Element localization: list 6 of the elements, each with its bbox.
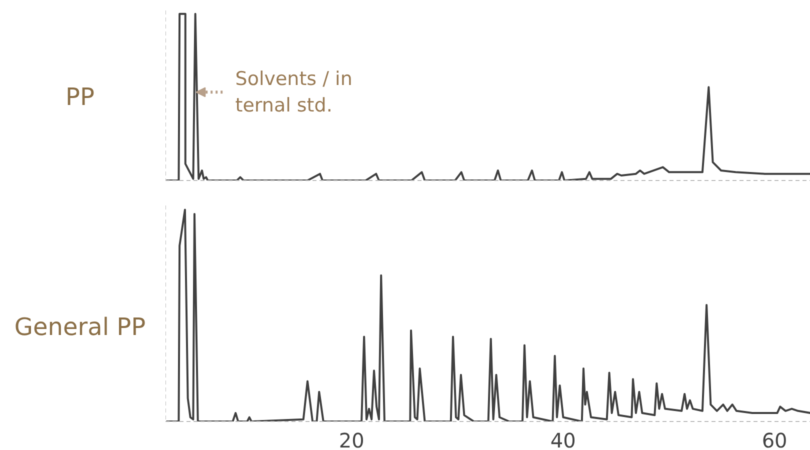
- x-tick-label: 20: [338, 428, 364, 450]
- annotation: Solvents / in ternal std.: [235, 68, 352, 116]
- x-tick-label: 60: [762, 428, 788, 450]
- text: PP: [66, 82, 94, 114]
- series-label: General PP: [14, 312, 146, 344]
- x-tick-label: 40: [550, 428, 576, 450]
